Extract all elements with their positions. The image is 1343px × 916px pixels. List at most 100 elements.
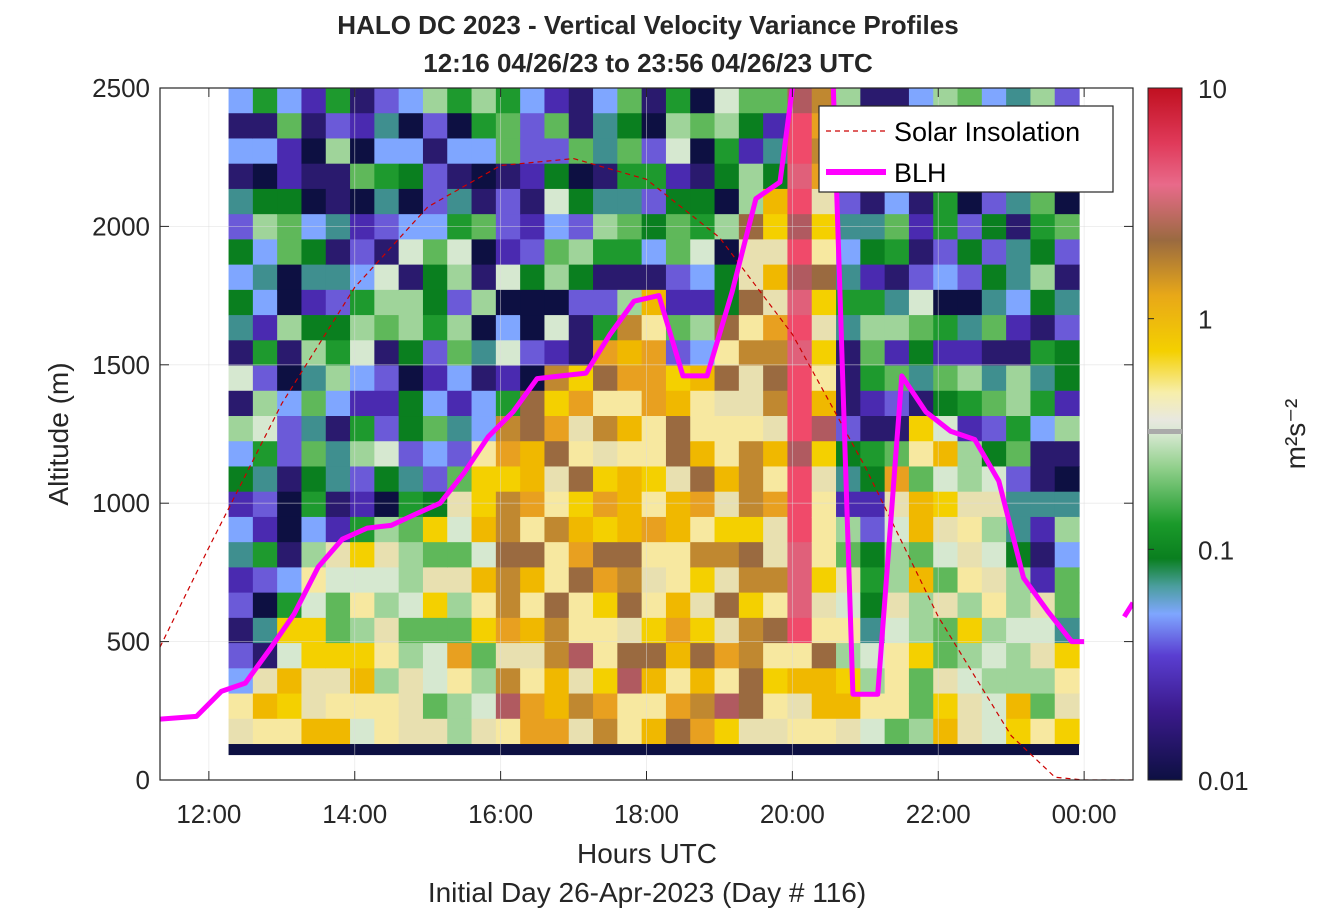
heatmap-cell bbox=[568, 239, 594, 266]
heatmap-cell bbox=[495, 88, 521, 114]
heatmap-cell bbox=[641, 188, 667, 215]
heatmap-cell bbox=[277, 163, 303, 190]
heatmap-cell bbox=[374, 567, 400, 594]
heatmap-cell bbox=[641, 718, 667, 745]
heatmap-cell bbox=[350, 289, 375, 316]
heatmap-cell bbox=[641, 567, 667, 594]
heatmap-cell bbox=[350, 718, 375, 745]
heatmap-cell bbox=[714, 491, 740, 518]
heatmap-cell bbox=[836, 693, 861, 720]
heatmap-cell bbox=[301, 315, 327, 341]
heatmap-cell bbox=[252, 264, 278, 291]
heatmap-cell bbox=[933, 239, 959, 266]
heatmap-cell bbox=[1030, 668, 1056, 695]
heatmap-cell bbox=[641, 113, 667, 140]
heatmap-cell bbox=[301, 693, 327, 720]
heatmap-cell bbox=[544, 88, 570, 114]
x-axis-ticks: 12:00 14:00 16:00 18:00 20:00 22:00 00:00 bbox=[176, 88, 1117, 829]
heatmap-cell bbox=[544, 617, 570, 644]
heatmap-cell bbox=[471, 516, 497, 543]
heatmap-cell bbox=[957, 693, 983, 720]
heatmap-cell bbox=[787, 365, 813, 392]
heatmap-cell bbox=[471, 188, 497, 215]
heatmap-cell bbox=[568, 567, 594, 594]
heatmap-cell bbox=[252, 592, 278, 619]
heatmap-cell bbox=[228, 340, 254, 367]
heatmap-cell bbox=[811, 365, 837, 392]
heatmap-cell bbox=[884, 315, 910, 341]
heatmap-cell bbox=[568, 441, 594, 468]
heatmap-cell bbox=[763, 441, 789, 468]
heatmap-cell bbox=[1006, 617, 1032, 644]
heatmap-cell bbox=[495, 138, 521, 165]
heatmap-cell bbox=[641, 214, 667, 240]
heatmap-cell bbox=[252, 365, 278, 392]
heatmap-cell bbox=[690, 289, 716, 316]
heatmap-cell bbox=[690, 592, 716, 619]
heatmap-cell bbox=[860, 718, 886, 745]
heatmap-cell bbox=[495, 466, 521, 493]
heatmap-cell bbox=[690, 643, 716, 669]
heatmap-cell bbox=[520, 88, 546, 114]
heatmap-cell bbox=[374, 163, 400, 190]
heatmap-cell bbox=[1054, 188, 1080, 215]
heatmap-cell bbox=[568, 668, 594, 695]
heatmap-cell bbox=[1030, 643, 1056, 669]
heatmap-cell bbox=[398, 188, 424, 215]
heatmap-cell bbox=[957, 567, 983, 594]
heatmap-cell bbox=[617, 340, 643, 367]
heatmap-cell bbox=[617, 390, 643, 417]
heatmap-cell bbox=[422, 592, 448, 619]
heatmap-cell bbox=[398, 542, 424, 568]
heatmap-cell bbox=[398, 567, 424, 594]
heatmap-cell bbox=[763, 718, 789, 745]
heatmap-cell bbox=[617, 516, 643, 543]
heatmap-cell bbox=[398, 718, 424, 745]
heatmap-cell bbox=[738, 516, 764, 543]
heatmap-cell bbox=[933, 643, 959, 669]
heatmap-cell bbox=[738, 466, 764, 493]
heatmap-cell bbox=[374, 340, 400, 367]
heatmap-cell bbox=[398, 416, 424, 442]
heatmap-cell bbox=[908, 542, 934, 568]
heatmap-cell bbox=[690, 466, 716, 493]
heatmap-cell bbox=[544, 491, 570, 518]
heatmap-cell bbox=[374, 466, 400, 493]
heatmap-cell bbox=[981, 188, 1007, 215]
heatmap-cell bbox=[884, 617, 910, 644]
heatmap-cell bbox=[836, 718, 861, 745]
heatmap-cell bbox=[398, 441, 424, 468]
heatmap-cell bbox=[860, 289, 886, 316]
heatmap-cell bbox=[860, 567, 886, 594]
heatmap-cell bbox=[277, 113, 303, 140]
x-tick-label: 00:00 bbox=[1052, 799, 1117, 829]
heatmap-cell bbox=[447, 643, 473, 669]
heatmap-cell bbox=[593, 617, 618, 644]
heatmap-cell bbox=[520, 138, 546, 165]
heatmap-cell bbox=[228, 113, 254, 140]
heatmap-cell bbox=[301, 163, 327, 190]
heatmap-cell bbox=[398, 239, 424, 266]
heatmap-cell bbox=[544, 163, 570, 190]
heatmap-cell bbox=[908, 718, 934, 745]
heatmap-cell bbox=[398, 315, 424, 341]
x-tick-label: 20:00 bbox=[760, 799, 825, 829]
heatmap-cell bbox=[1006, 491, 1032, 518]
heatmap-cell bbox=[325, 592, 351, 619]
heatmap-cell bbox=[228, 718, 254, 745]
heatmap-cell bbox=[665, 441, 691, 468]
heatmap-cell bbox=[350, 138, 375, 165]
heatmap-cell bbox=[811, 668, 837, 695]
heatmap-cell bbox=[1006, 365, 1032, 392]
heatmap-cell bbox=[593, 516, 618, 543]
heatmap-cell bbox=[1006, 693, 1032, 720]
heatmap-cell bbox=[665, 264, 691, 291]
heatmap-cell bbox=[495, 340, 521, 367]
heatmap-cell bbox=[520, 516, 546, 543]
heatmap-cell bbox=[277, 491, 303, 518]
heatmap-cell bbox=[422, 643, 448, 669]
heatmap-cell bbox=[374, 693, 400, 720]
heatmap-cell bbox=[471, 340, 497, 367]
heatmap-cell bbox=[544, 466, 570, 493]
heatmap-cell bbox=[787, 264, 813, 291]
